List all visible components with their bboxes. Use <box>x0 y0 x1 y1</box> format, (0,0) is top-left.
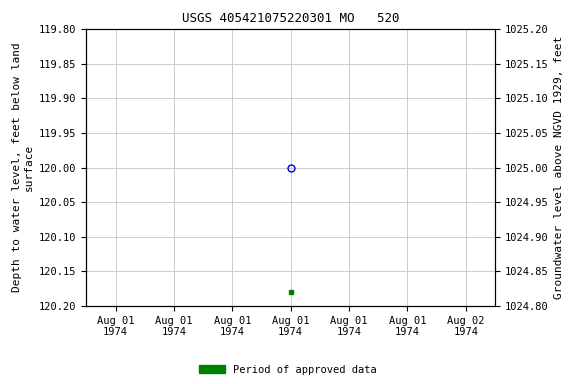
Legend: Period of approved data: Period of approved data <box>195 361 381 379</box>
Y-axis label: Depth to water level, feet below land
surface: Depth to water level, feet below land su… <box>12 43 33 292</box>
Title: USGS 405421075220301 MO   520: USGS 405421075220301 MO 520 <box>182 12 399 25</box>
Y-axis label: Groundwater level above NGVD 1929, feet: Groundwater level above NGVD 1929, feet <box>554 36 564 299</box>
